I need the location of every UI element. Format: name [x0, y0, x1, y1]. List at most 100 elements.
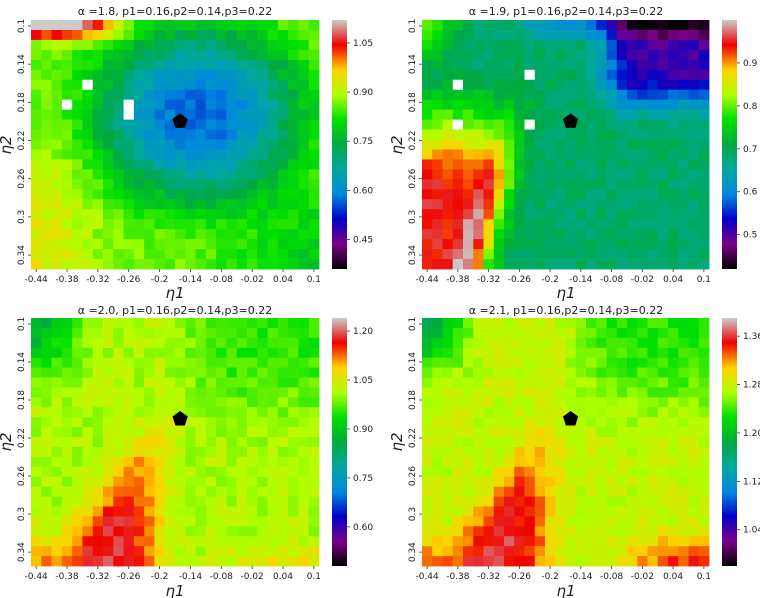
heatmap-cell: [267, 506, 279, 517]
heatmap-cell: [493, 139, 505, 150]
heatmap-cell: [647, 536, 659, 547]
heatmap-cell: [51, 466, 63, 478]
heatmap-cell: [185, 129, 196, 140]
heatmap-cell: [565, 219, 577, 230]
heatmap-cell: [164, 337, 176, 349]
heatmap-cell: [205, 377, 217, 388]
heatmap-cell: [432, 189, 443, 200]
heatmap-cell: [575, 327, 587, 339]
heatmap-cell: [514, 189, 525, 200]
heatmap-cell: [596, 546, 607, 557]
heatmap-cell: [205, 496, 217, 507]
heatmap-cell: [277, 219, 289, 230]
heatmap-cell: [185, 337, 196, 349]
heatmap-cell: [668, 159, 679, 170]
heatmap-cell: [575, 367, 587, 378]
heatmap-cell: [678, 249, 689, 260]
heatmap-cell: [298, 99, 310, 111]
heatmap-cell: [288, 556, 299, 567]
heatmap-cell: [72, 139, 83, 150]
heatmap-cell: [216, 387, 227, 398]
heatmap-cell: [463, 229, 474, 240]
heatmap-cell: [422, 556, 433, 567]
heatmap-cell: [616, 347, 628, 359]
heatmap-cell: [524, 476, 536, 488]
heatmap-cell: [195, 486, 207, 497]
heatmap-cell: [216, 536, 227, 547]
heatmap-cell: [555, 337, 566, 349]
heatmap-cell: [72, 387, 83, 398]
heatmap-cell: [236, 229, 248, 240]
heatmap-cell: [226, 417, 238, 428]
heatmap-cell: [555, 39, 566, 51]
heatmap-cell: [247, 149, 258, 160]
heatmap-cell: [82, 189, 94, 200]
heatmap-cell: [113, 119, 124, 130]
heatmap-cell: [627, 427, 638, 438]
heatmap-cell: [144, 49, 155, 61]
heatmap-cell: [514, 526, 525, 537]
heatmap-cell: [637, 149, 648, 160]
heatmap-cell: [463, 546, 474, 557]
heatmap-cell: [473, 377, 484, 388]
heatmap-cell: [205, 109, 217, 120]
heatmap-cell: [442, 347, 454, 359]
heatmap-cell: [298, 526, 310, 537]
heatmap-cell: [514, 209, 525, 220]
heatmap-cell: [205, 516, 217, 527]
heatmap-cell: [247, 387, 258, 398]
heatmap-cell: [596, 397, 607, 408]
heatmap-cell: [483, 179, 495, 190]
heatmap-cell: [678, 546, 689, 557]
heatmap-cell: [678, 397, 689, 408]
heatmap-cell: [616, 219, 628, 230]
heatmap-cell: [565, 437, 577, 448]
heatmap-cell: [514, 456, 525, 468]
heatmap-cell: [216, 39, 227, 51]
heatmap-cell: [504, 139, 515, 150]
heatmap-cell: [493, 20, 505, 31]
heatmap-cell: [555, 427, 566, 438]
heatmap-cell: [144, 209, 155, 220]
heatmap-cell: [51, 456, 63, 468]
heatmap-cell: [31, 239, 42, 250]
heatmap-cell: [627, 219, 638, 230]
heatmap-cell: [103, 20, 114, 31]
heatmap-cell: [236, 367, 248, 378]
heatmap-cell: [627, 109, 638, 120]
heatmap-cell: [493, 456, 505, 468]
heatmap-cell: [133, 109, 145, 120]
heatmap-cell: [247, 179, 258, 190]
heatmap-cell: [514, 129, 525, 140]
heatmap-cell: [545, 337, 556, 349]
heatmap-cell: [688, 397, 700, 408]
heatmap-cell: [216, 109, 227, 120]
heatmap-cell: [596, 437, 607, 448]
heatmap-cell: [51, 79, 63, 91]
heatmap-cell: [555, 417, 566, 428]
heatmap-cell: [586, 486, 597, 497]
heatmap-cell: [647, 119, 659, 130]
heatmap-cell: [442, 476, 454, 488]
heatmap-cell: [41, 99, 52, 111]
heatmap-cell: [113, 327, 124, 339]
heatmap-cell: [257, 199, 268, 210]
heatmap-cell: [657, 89, 669, 101]
x-tick-label: -0.14: [179, 275, 203, 285]
heatmap-cell: [226, 536, 238, 547]
heatmap-cell: [647, 397, 659, 408]
heatmap-cell: [277, 79, 289, 91]
heatmap-cell: [698, 159, 710, 170]
heatmap-cell: [51, 546, 63, 557]
heatmap-cell: [586, 109, 597, 120]
heatmap-cell: [226, 327, 238, 339]
heatmap-cell: [133, 169, 145, 180]
heatmap-cell: [555, 219, 566, 230]
heatmap-cell: [154, 437, 166, 448]
heatmap-cell: [267, 119, 279, 130]
heatmap-cell: [267, 209, 279, 220]
heatmap-cell: [257, 99, 268, 111]
heatmap-cell: [688, 259, 700, 270]
heatmap-cell: [236, 417, 248, 428]
heatmap-cell: [688, 229, 700, 240]
